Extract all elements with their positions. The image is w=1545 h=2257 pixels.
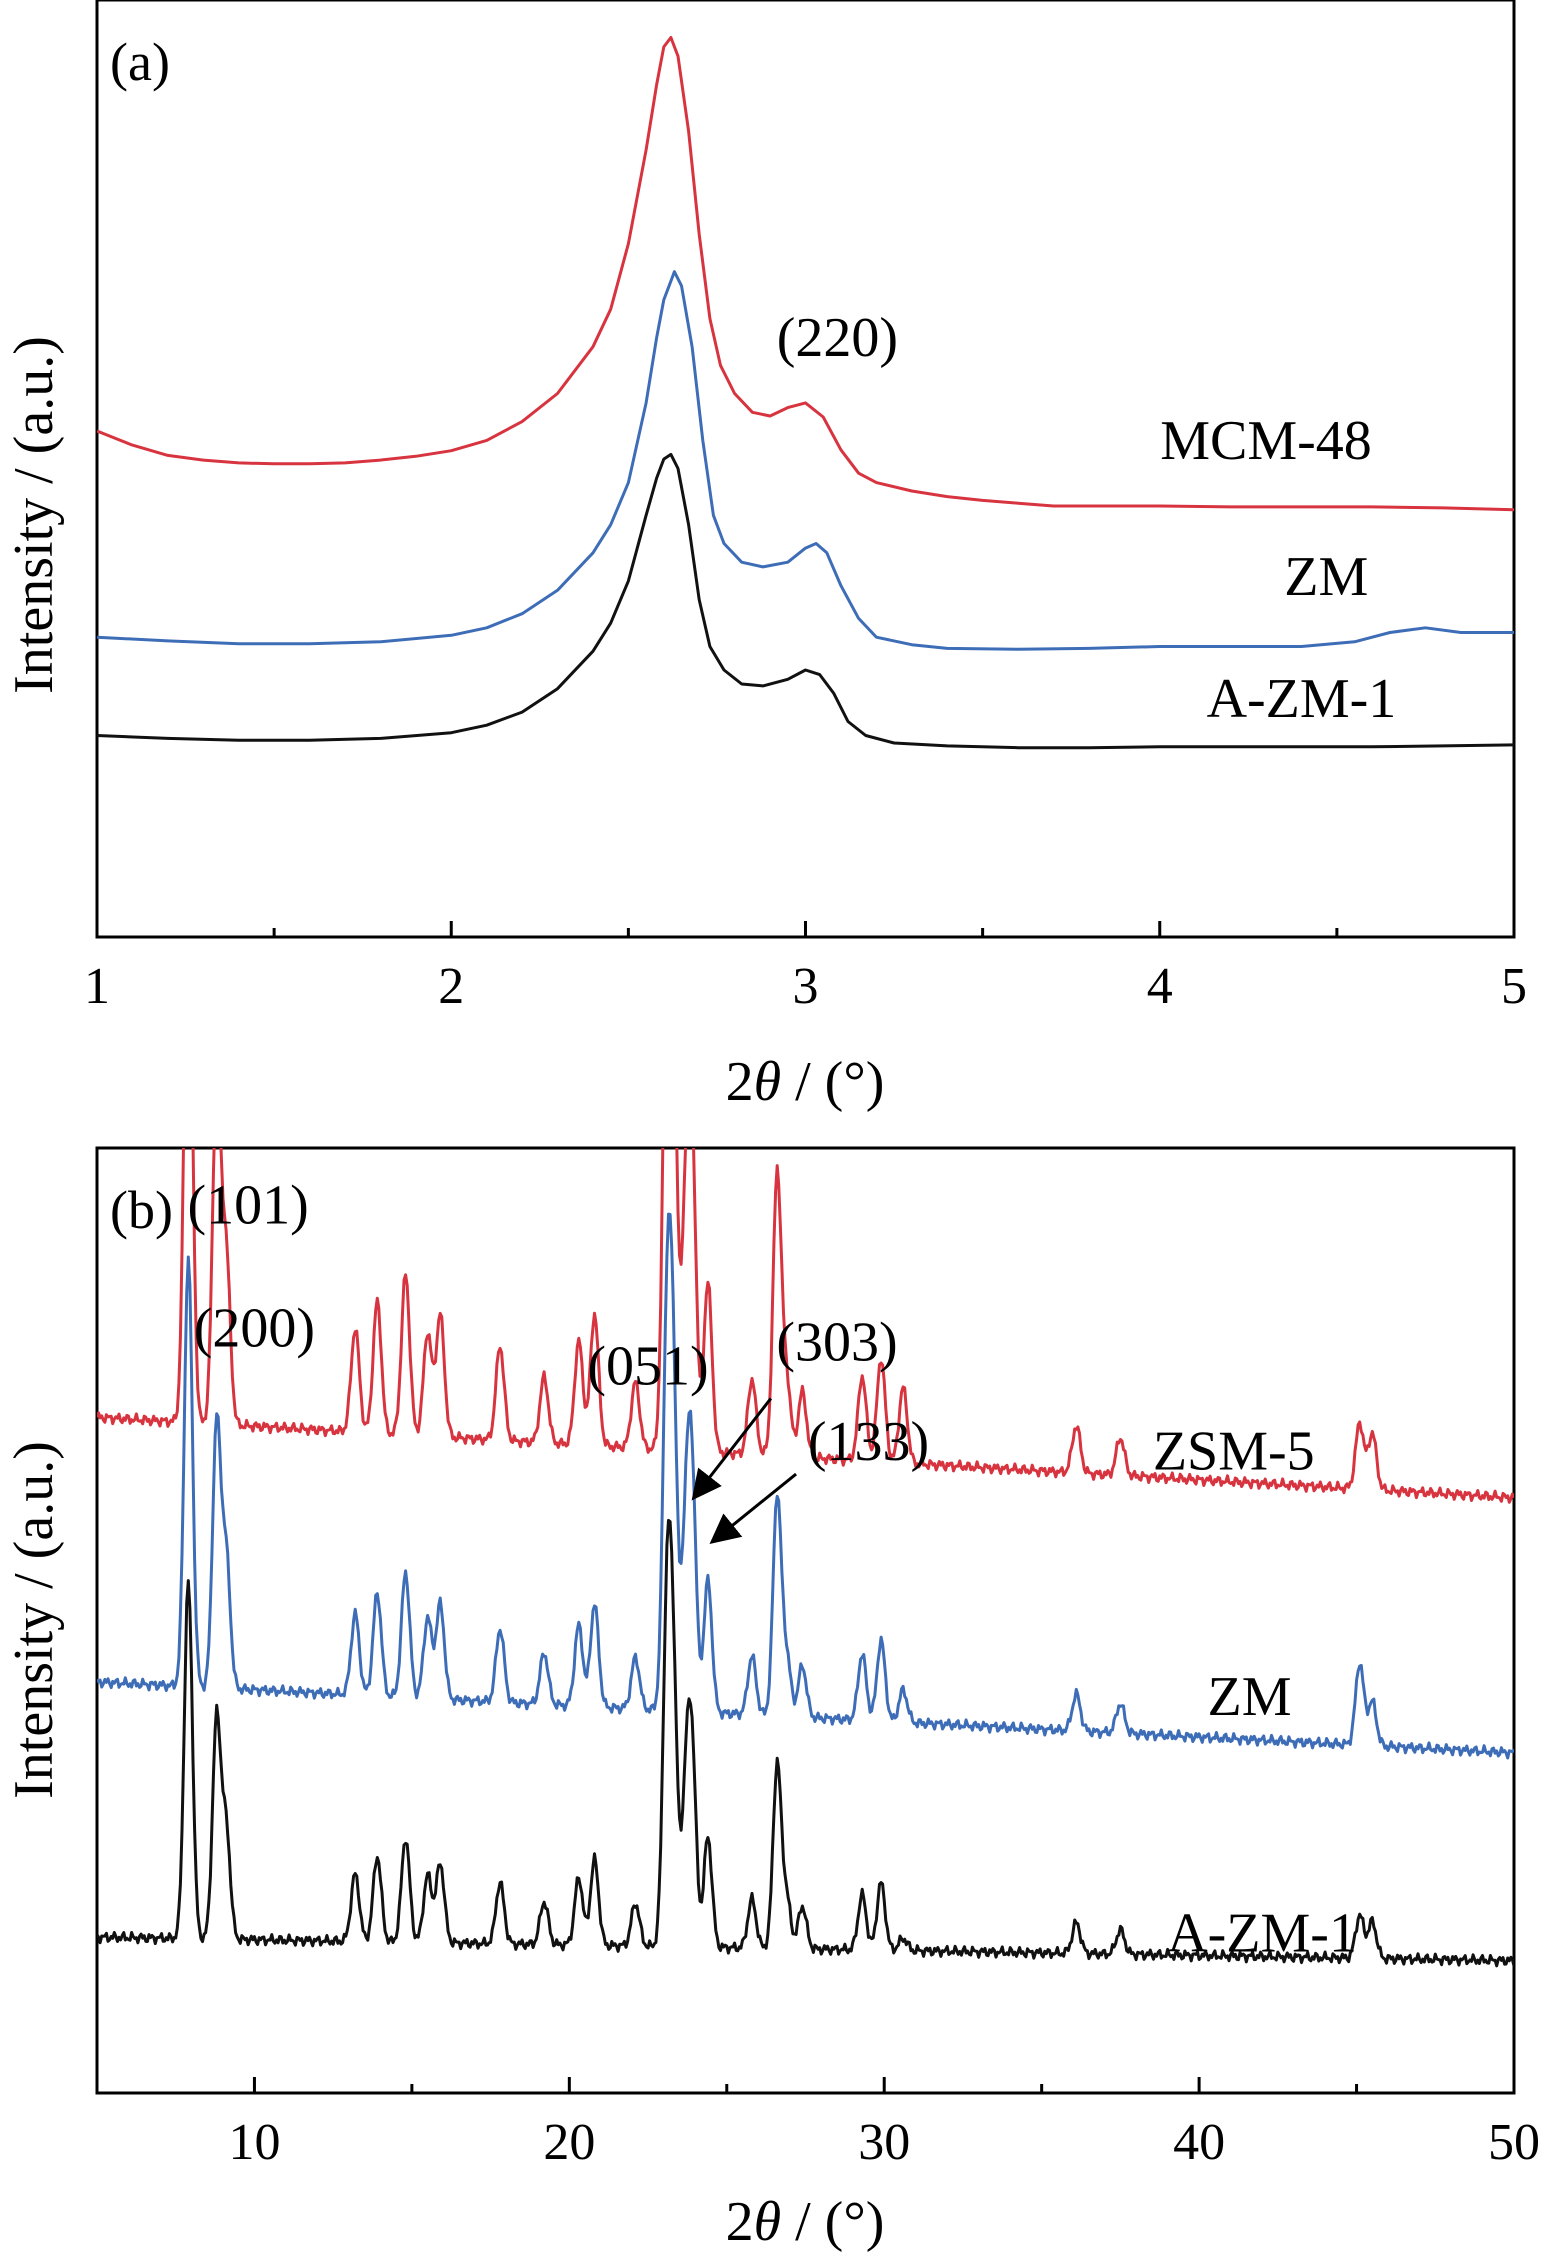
series-label-zm: ZM (1207, 1666, 1291, 1728)
x-tick-label-5: 5 (1501, 958, 1527, 1015)
x-tick-label-30: 30 (858, 2114, 910, 2171)
series-label-a-zm-1: A-ZM-1 (1207, 668, 1397, 730)
panel-b: 10 20 30 40 50 (b) ZSM-5 ZM A-ZM-1 (101) (200) (… (3, 1146, 1540, 2253)
annotation-arrow (709, 1472, 797, 1544)
peak-annotation-303: (303) (776, 1312, 897, 1374)
x-tick-label-1: 1 (84, 958, 110, 1015)
x-tick-label-2: 2 (438, 958, 464, 1015)
y-axis-label-b: Intensity / (a.u.) (3, 1441, 65, 1799)
x-tick-label-10: 10 (228, 2114, 280, 2171)
x-ticks-a: 1 2 3 4 5 (84, 921, 1527, 1015)
series-line-zm (97, 1212, 1514, 1760)
peak-annotation-200: (200) (194, 1297, 315, 1359)
annotation-arrow (691, 1397, 773, 1501)
peak-annotation-101: (101) (187, 1175, 308, 1237)
x-ticks-b: 10 20 30 40 50 (95, 2077, 1540, 2171)
y-axis-label-a: Intensity / (a.u.) (3, 336, 65, 694)
peak-annotation-133: (133) (808, 1411, 929, 1473)
x-axis-label-a: 2θ / (°) (726, 1051, 885, 1113)
series-line-a-zm-1 (97, 452, 1514, 750)
panel-label-b: (b) (110, 1180, 173, 1240)
x-axis-label-b: 2θ / (°) (726, 2191, 885, 2253)
series-line-mcm-48 (97, 36, 1514, 512)
x-tick-label-50: 50 (1488, 2114, 1540, 2171)
series-group-b (97, 1148, 1514, 1968)
series-line-a-zm-1 (97, 1518, 1514, 1968)
peak-annotation-051: (051) (587, 1335, 708, 1397)
series-label-a-zm-1: A-ZM-1 (1167, 1902, 1357, 1964)
series-label-zsm-5: ZSM-5 (1153, 1420, 1315, 1482)
x-tick-label-4: 4 (1147, 958, 1173, 1015)
series-line-zm (97, 270, 1514, 651)
x-tick-label-20: 20 (543, 2114, 595, 2171)
plot-frame-b (95, 1146, 1516, 2095)
series-line-zsm-5 (97, 1148, 1514, 1504)
series-label-mcm-48: MCM-48 (1160, 410, 1372, 472)
series-label-zm: ZM (1284, 546, 1368, 608)
series-group-a (97, 36, 1514, 750)
peak-annotation-220: (220) (777, 307, 898, 369)
panel-label-a: (a) (110, 32, 170, 92)
arrow-group-b (691, 1397, 797, 1544)
x-tick-label-40: 40 (1173, 2114, 1225, 2171)
x-tick-label-3: 3 (793, 958, 819, 1015)
